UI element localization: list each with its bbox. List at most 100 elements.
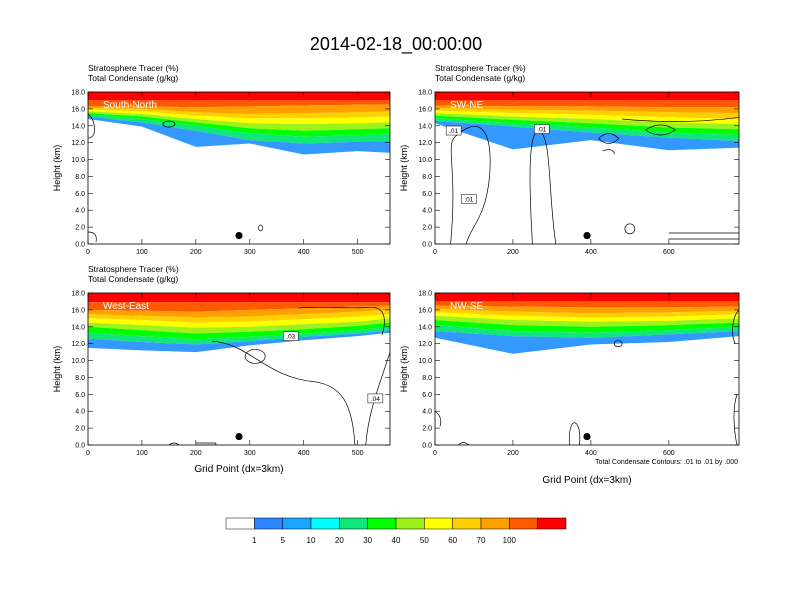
y-tick-label: 8.0: [422, 375, 432, 382]
colorbar-label: 40: [392, 536, 401, 545]
tracer-band-30: [88, 111, 390, 131]
colorbar-box: [395, 517, 425, 530]
y-tick-label: 14.0: [418, 123, 432, 130]
y-tick-label: 8.0: [422, 174, 432, 181]
x-tick-label: 400: [298, 450, 310, 457]
y-tick-label: 10.0: [418, 157, 432, 164]
y-tick-label: 14.0: [71, 324, 85, 331]
y-tick-label: 4.0: [75, 208, 85, 215]
contour-line: [435, 410, 469, 445]
y-tick-label: 0.0: [75, 443, 85, 450]
panel-subtitle: Total Condensate (g/kg): [88, 274, 178, 284]
tracer-band-50: [435, 108, 739, 119]
tracer-band-30: [88, 318, 390, 334]
contour-label-box: [283, 331, 299, 341]
x-tick-label: 400: [585, 450, 597, 457]
y-tick-label: 16.0: [418, 307, 432, 314]
plot-frame: [434, 292, 740, 446]
condensate-contours: [88, 113, 263, 243]
colorbar-label: 10: [307, 536, 316, 545]
location-marker: [235, 432, 243, 441]
location-marker: [583, 231, 591, 240]
tracer-band-40: [88, 314, 390, 328]
y-tick-label: 8.0: [75, 174, 85, 181]
contour-label-box: [445, 125, 462, 136]
footnote: Total Condensate Contours: .01 to .01 by…: [595, 459, 738, 466]
contour-line: [622, 117, 739, 122]
tracer-band-60: [88, 305, 390, 318]
y-tick-label: 18.0: [418, 90, 432, 97]
y-tick-label: 10.0: [71, 157, 85, 164]
panel-label: South-North: [103, 100, 157, 111]
x-tick-label: 500: [352, 450, 364, 457]
y-axis-label: Height (km): [399, 346, 409, 393]
panel-west-east: .03 .04 West-East 0.0 2.0 4.0 6.0 8.0 10.0 12.0 14…: [52, 264, 391, 475]
x-tick-label: 0: [86, 249, 90, 256]
y-axis-label: Height (km): [52, 145, 62, 192]
contour-label-box: [534, 124, 550, 134]
plot-area: .03 .04 West-East: [88, 293, 390, 445]
tracer-band-10: [435, 325, 739, 338]
colorbar-box: [452, 517, 482, 530]
colorbar-box: [254, 517, 283, 530]
x-tick-label: 300: [244, 450, 256, 457]
colorbar-label: 1: [252, 536, 257, 545]
panel-south-north: South-North 0.0 2.0 4.0 6.0 8.0 10.0 12.0 14.0 16…: [52, 63, 391, 256]
tracer-band-100: [435, 92, 739, 101]
colorbar: 1 5 10 20 30 40 50 60 70 100: [225, 517, 567, 545]
panels: South-North 0.0 2.0 4.0 6.0 8.0 10.0 12.0 14.0 16…: [52, 63, 740, 486]
y-axis-label: Height (km): [52, 346, 62, 393]
contour-line: [450, 125, 491, 244]
y-tick-label: 10.0: [71, 358, 85, 365]
plot-area: South-North: [88, 92, 390, 244]
panel-subtitle: Total Condensate (g/kg): [435, 73, 525, 83]
colorbar-label: 60: [448, 536, 457, 545]
colorbar-box: [424, 517, 453, 530]
y-tick-label: 2.0: [75, 426, 85, 433]
tracer-band-50: [435, 309, 739, 318]
x-tick-label: 500: [352, 249, 364, 256]
colorbar-box: [480, 517, 510, 530]
y-tick-label: 14.0: [71, 123, 85, 130]
contour-line: [212, 340, 356, 445]
plot-frame: [434, 91, 740, 245]
contour-label: .01: [449, 128, 458, 135]
x-tick-label: 200: [507, 249, 519, 256]
contour-label: .04: [371, 396, 380, 403]
y-tick-label: 18.0: [71, 291, 85, 298]
colorbar-label: 50: [420, 536, 429, 545]
colorbar-box: [310, 517, 340, 530]
contour-line: [645, 124, 677, 136]
y-tick-label: 0.0: [422, 443, 432, 450]
contour-line: [613, 340, 623, 348]
tracer-band-5: [88, 330, 390, 353]
y-tick-label: 6.0: [422, 392, 432, 399]
y-tick-label: 16.0: [71, 307, 85, 314]
colorbar-box: [225, 517, 255, 530]
tracer-band-5: [435, 120, 739, 151]
y-tick-label: 16.0: [418, 106, 432, 113]
colorbar-label: 5: [280, 536, 285, 545]
contour-line: [624, 223, 636, 235]
y-tick-label: 4.0: [422, 409, 432, 416]
y-tick-label: 14.0: [418, 324, 432, 331]
tracer-band-20: [435, 115, 739, 136]
plot-frame: [87, 91, 391, 245]
x-tick-label: 0: [86, 450, 90, 457]
panel-subtitle: Stratosphere Tracer (%): [88, 63, 179, 73]
plot-area: NW-SE: [435, 293, 739, 445]
x-tick-label: 0: [433, 450, 437, 457]
tracer-band-10: [88, 114, 390, 144]
y-tick-label: 8.0: [75, 375, 85, 382]
panel-label: SW-NE: [450, 100, 483, 111]
y-tick-label: 12.0: [71, 140, 85, 147]
contour-label-box: [461, 194, 477, 204]
plot-frame: [87, 292, 391, 446]
location-marker: [583, 432, 591, 441]
colorbar-box: [537, 517, 567, 530]
contour-line: [732, 309, 739, 344]
contour-line: [88, 231, 97, 243]
colorbar-label: 20: [335, 536, 344, 545]
tracer-band-100: [88, 293, 390, 303]
